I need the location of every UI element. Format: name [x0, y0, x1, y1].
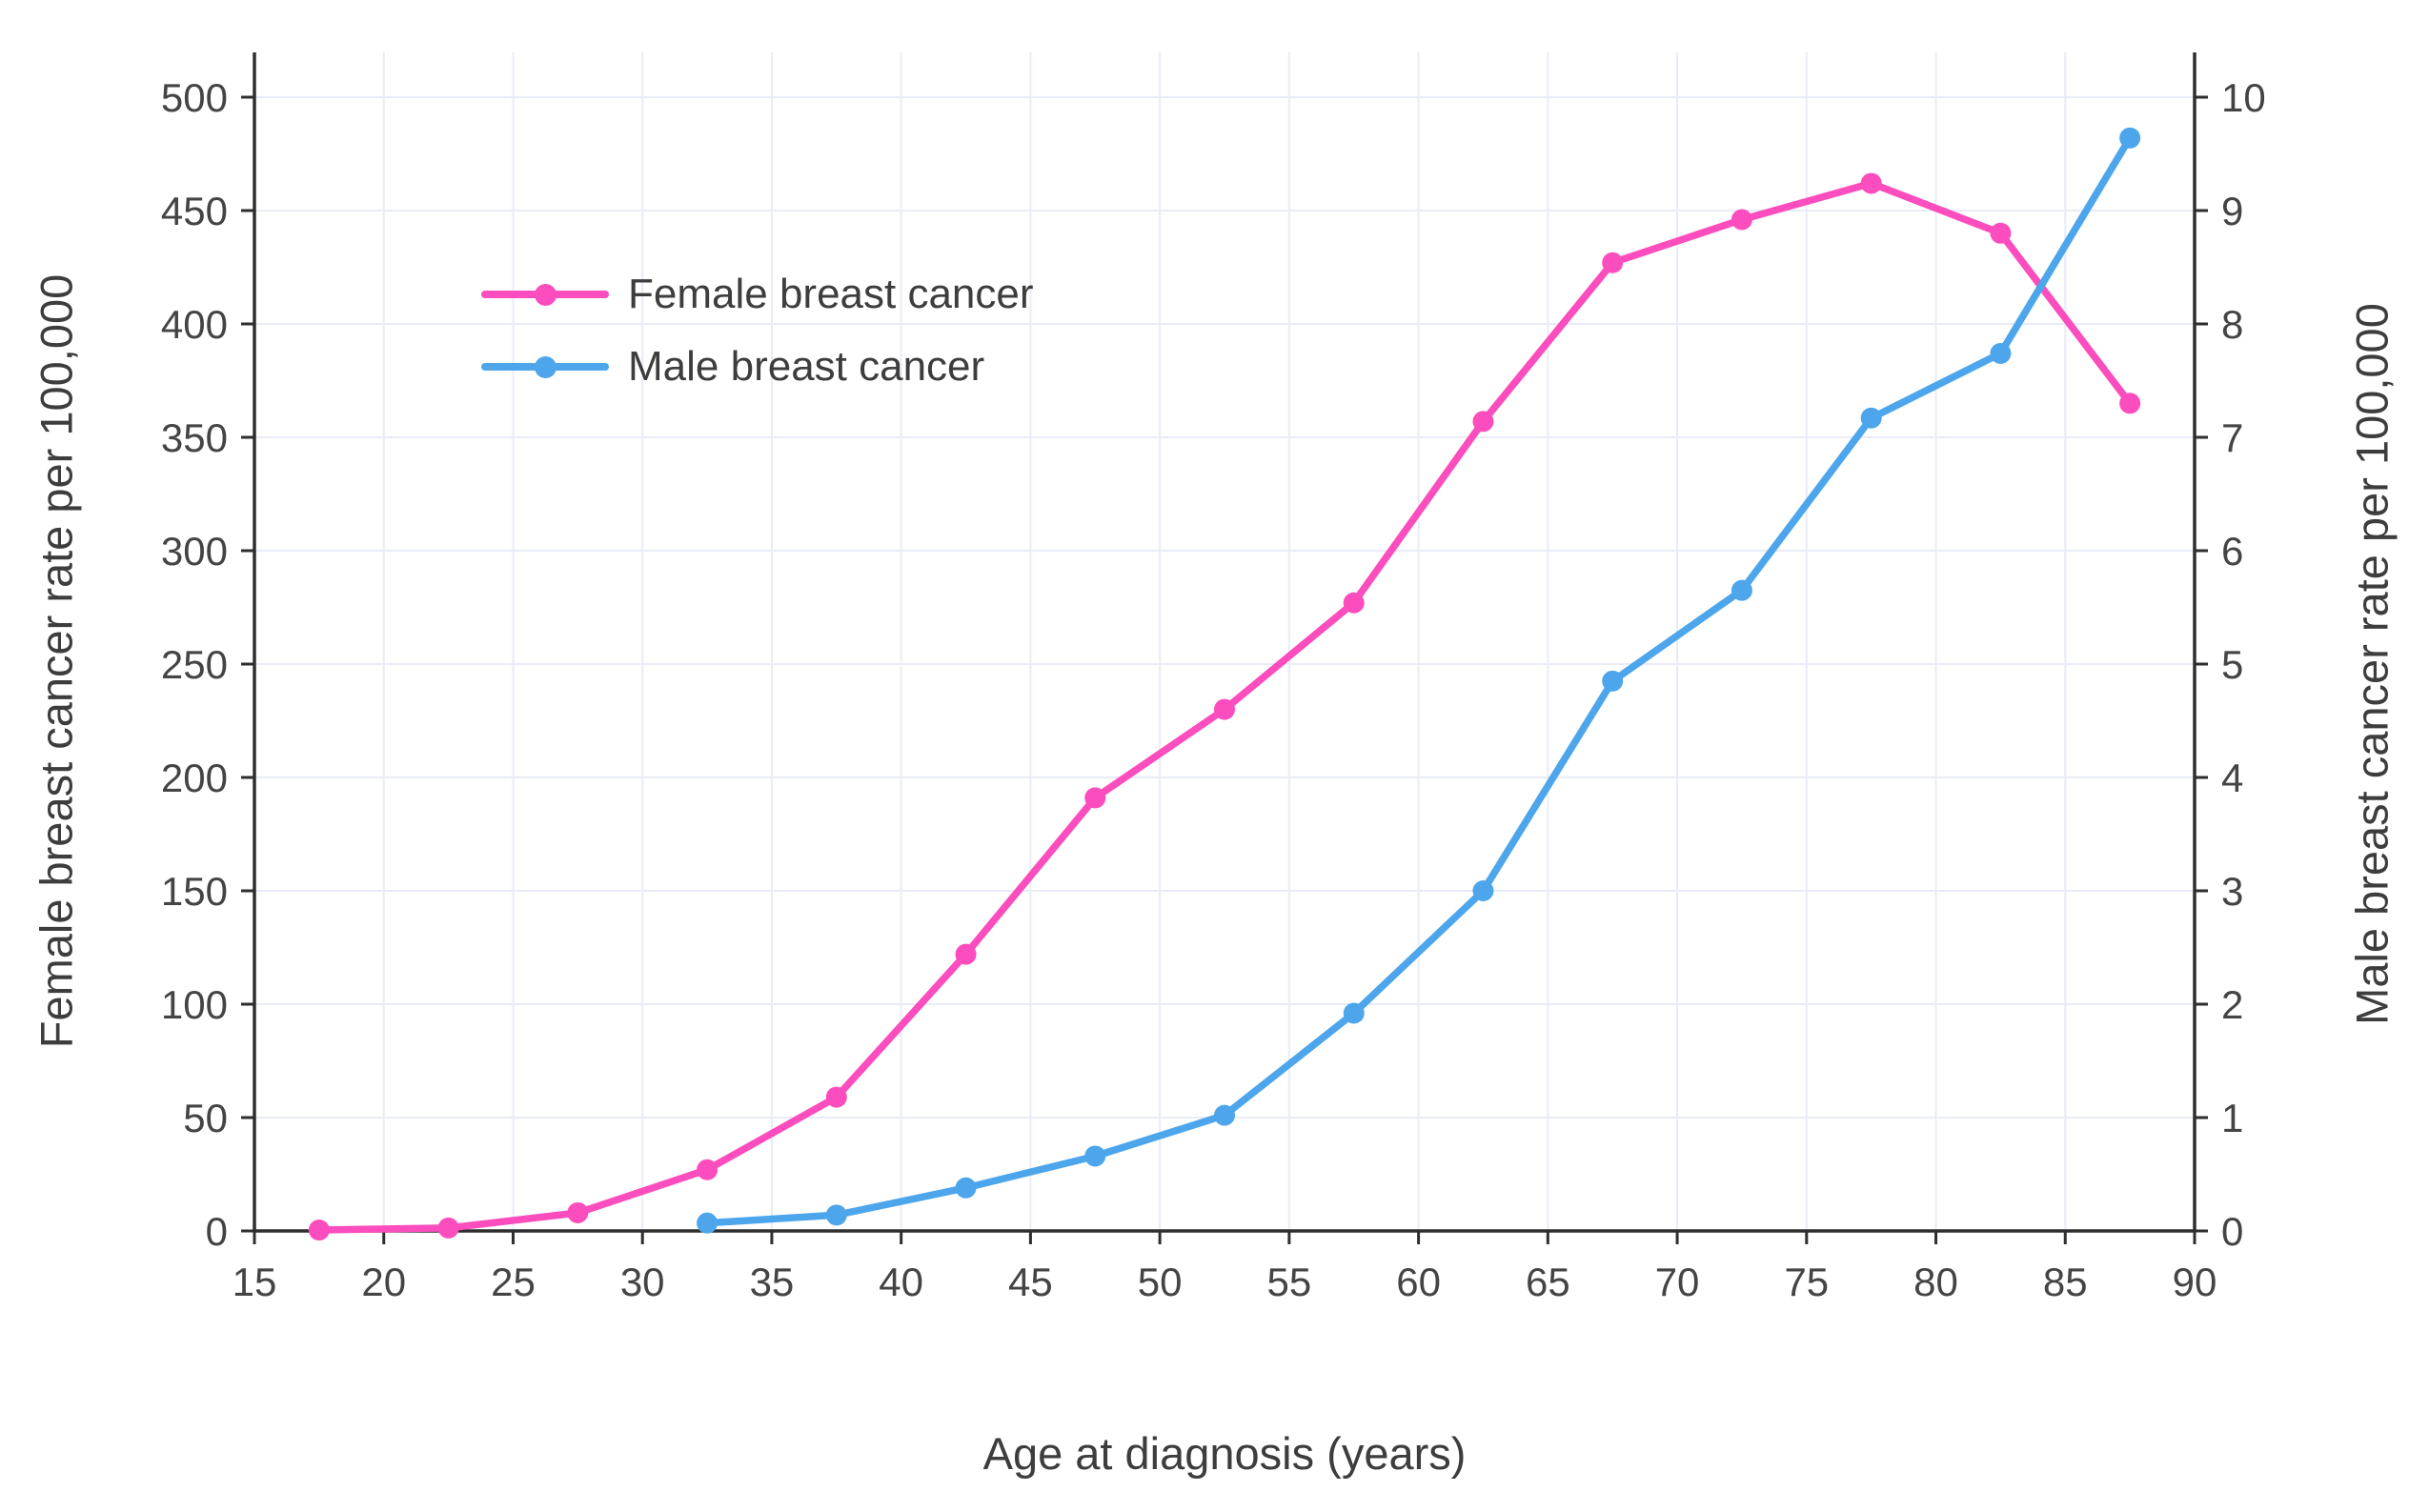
- right-y-tick-label: 4: [2221, 756, 2243, 800]
- data-point-marker: [1214, 1104, 1235, 1126]
- x-tick-label: 15: [233, 1260, 277, 1304]
- x-tick-label: 25: [491, 1260, 536, 1304]
- data-point-marker: [697, 1159, 719, 1180]
- x-tick-label: 55: [1267, 1260, 1312, 1304]
- left-y-tick-label: 450: [161, 189, 228, 233]
- data-point-marker: [308, 1220, 330, 1241]
- data-point-marker: [1472, 411, 1494, 433]
- x-tick-label: 40: [879, 1260, 923, 1304]
- right-y-tick-label: 10: [2221, 75, 2266, 120]
- legend-label-male: Male breast cancer: [628, 343, 985, 390]
- left-y-tick-label: 50: [183, 1096, 228, 1140]
- x-axis-title: Age at diagnosis (years): [982, 1428, 1467, 1479]
- x-tick-label: 35: [750, 1260, 795, 1304]
- right-y-tick-label: 8: [2221, 302, 2243, 347]
- x-tick-label: 75: [1784, 1260, 1829, 1304]
- x-tick-label: 60: [1396, 1260, 1441, 1304]
- right-y-tick-label: 3: [2221, 869, 2243, 914]
- data-point-marker: [2119, 127, 2141, 149]
- x-tick-label: 80: [1913, 1260, 1958, 1304]
- data-point-marker: [1472, 880, 1494, 901]
- x-tick-label: 70: [1655, 1260, 1700, 1304]
- male-series-swatch-icon: [481, 353, 609, 380]
- left-y-tick-label: 150: [161, 869, 228, 914]
- left-y-tick-label: 250: [161, 642, 228, 687]
- left-y-axis-title: Female breast cancer rate per 100,000: [30, 273, 82, 1049]
- data-point-marker: [1343, 1002, 1365, 1024]
- data-point-marker: [1990, 222, 2012, 244]
- legend-label-female: Female breast cancer: [628, 271, 1034, 317]
- x-tick-label: 30: [620, 1260, 665, 1304]
- data-point-marker: [1860, 407, 1882, 429]
- data-point-marker: [825, 1086, 847, 1108]
- left-y-tick-label: 0: [206, 1209, 228, 1254]
- data-point-marker: [1343, 592, 1365, 614]
- right-y-tick-label: 7: [2221, 415, 2243, 460]
- left-y-tick-label: 200: [161, 756, 228, 800]
- tick-labels: 15 20 25 30 35 40 45 50 55 60 65 70 75 80 85 9005010015…: [161, 75, 2266, 1304]
- series-male: [697, 127, 2141, 1234]
- gridlines: [253, 52, 2196, 1232]
- legend-item-male[interactable]: Male breast cancer: [481, 340, 1034, 393]
- female-series-swatch-icon: [481, 281, 609, 308]
- data-point-marker: [955, 1177, 977, 1199]
- data-point-marker: [1731, 579, 1752, 601]
- data-point-marker: [2119, 393, 2141, 414]
- data-point-marker: [567, 1201, 589, 1223]
- right-y-tick-label: 0: [2221, 1209, 2243, 1254]
- series-line: [703, 134, 2134, 1227]
- data-point-marker: [1214, 698, 1235, 720]
- right-y-tick-label: 2: [2221, 982, 2243, 1027]
- data-point-marker: [697, 1212, 719, 1234]
- x-tick-label: 85: [2043, 1260, 2088, 1304]
- data-point-marker: [1084, 1145, 1106, 1167]
- left-y-tick-label: 350: [161, 415, 228, 460]
- data-point-marker: [1084, 787, 1106, 809]
- data-point-marker: [1602, 670, 1624, 692]
- right-y-tick-label: 9: [2221, 189, 2243, 233]
- data-point-marker: [1860, 172, 1882, 194]
- left-y-tick-label: 400: [161, 302, 228, 347]
- data-point-marker: [955, 943, 977, 965]
- left-y-tick-label: 300: [161, 529, 228, 574]
- right-y-tick-label: 5: [2221, 642, 2243, 687]
- right-y-axis-title: Male breast cancer rate per 100,000: [2346, 303, 2398, 1025]
- legend: Female breast cancer Male breast cancer: [481, 268, 1034, 393]
- x-tick-label: 20: [361, 1260, 406, 1304]
- right-y-tick-label: 1: [2221, 1096, 2243, 1140]
- left-y-tick-label: 100: [161, 982, 228, 1027]
- right-y-tick-label: 6: [2221, 529, 2243, 574]
- series-female: [308, 172, 2141, 1241]
- axes: [241, 52, 2208, 1244]
- legend-item-female[interactable]: Female breast cancer: [481, 268, 1034, 321]
- left-y-tick-label: 500: [161, 75, 228, 120]
- data-point-marker: [1731, 209, 1752, 231]
- x-tick-label: 65: [1526, 1260, 1570, 1304]
- x-tick-label: 45: [1008, 1260, 1053, 1304]
- data-point-marker: [1602, 252, 1624, 273]
- data-point-marker: [437, 1217, 459, 1239]
- data-point-marker: [825, 1204, 847, 1226]
- data-point-marker: [1990, 342, 2012, 364]
- x-tick-label: 90: [2173, 1260, 2217, 1304]
- x-tick-label: 50: [1138, 1260, 1183, 1304]
